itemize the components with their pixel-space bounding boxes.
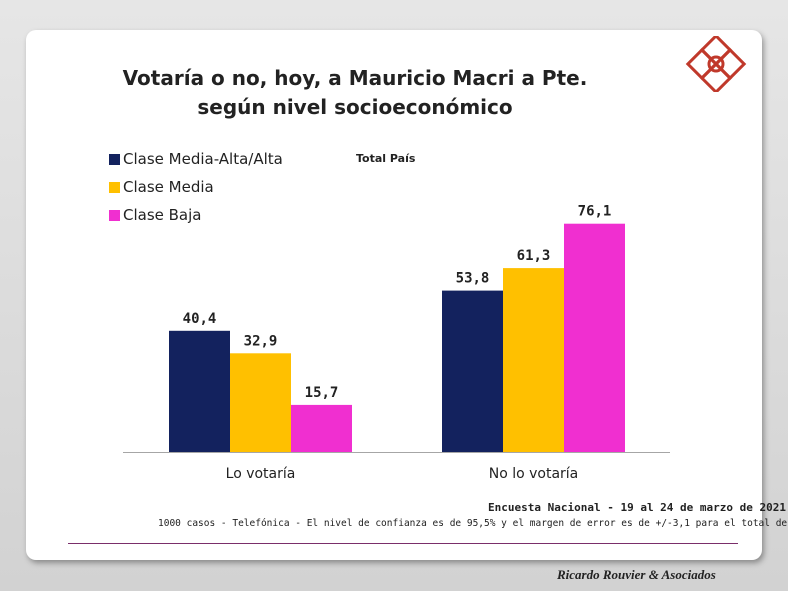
legend-label: Clase Media [123, 178, 214, 196]
bar-value-label: 53,8 [456, 271, 490, 287]
legend-label: Clase Media-Alta/Alta [123, 150, 283, 168]
bar-value-label: 32,9 [244, 333, 278, 349]
chart-title-line-1: Votaría o no, hoy, a Mauricio Macri a Pt… [122, 66, 588, 90]
footer-divider [68, 543, 738, 544]
chart-subtitle: Total País [356, 152, 416, 165]
category-label: Lo votaría [226, 466, 296, 482]
legend-swatch [109, 181, 120, 193]
legend-label: Clase Baja [123, 206, 202, 224]
chart-title-line-2: según nivel socioeconómico [197, 95, 513, 119]
source-text: Encuesta Nacional - 19 al 24 de marzo de… [488, 501, 787, 514]
bar [442, 290, 503, 452]
legend-swatch [109, 153, 120, 165]
category-label: No lo votaría [489, 466, 579, 482]
bar [169, 330, 230, 452]
bar-value-label: 76,1 [578, 204, 612, 220]
legend-item-baja: Clase Baja [109, 201, 283, 229]
bar [291, 404, 352, 452]
bar [564, 223, 625, 452]
legend-item-media: Clase Media [109, 173, 283, 201]
chart-legend: Clase Media-Alta/Alta Clase Media Clase … [109, 145, 283, 229]
company-logo-icon [685, 36, 747, 92]
legend-swatch [109, 209, 120, 221]
bar [503, 268, 564, 452]
bar-value-label: 40,4 [183, 311, 217, 327]
methodology-note: 1000 casos - Telefónica - El nivel de co… [158, 518, 788, 529]
legend-item-media-alta: Clase Media-Alta/Alta [109, 145, 283, 173]
signature-text: Ricardo Rouvier & Asociados [557, 567, 716, 582]
bar-value-label: 15,7 [305, 385, 339, 401]
chart-title: Votaría o no, hoy, a Mauricio Macri a Pt… [120, 64, 590, 122]
slide-card [26, 30, 762, 560]
bar [230, 353, 291, 452]
bar-value-label: 61,3 [517, 248, 551, 264]
